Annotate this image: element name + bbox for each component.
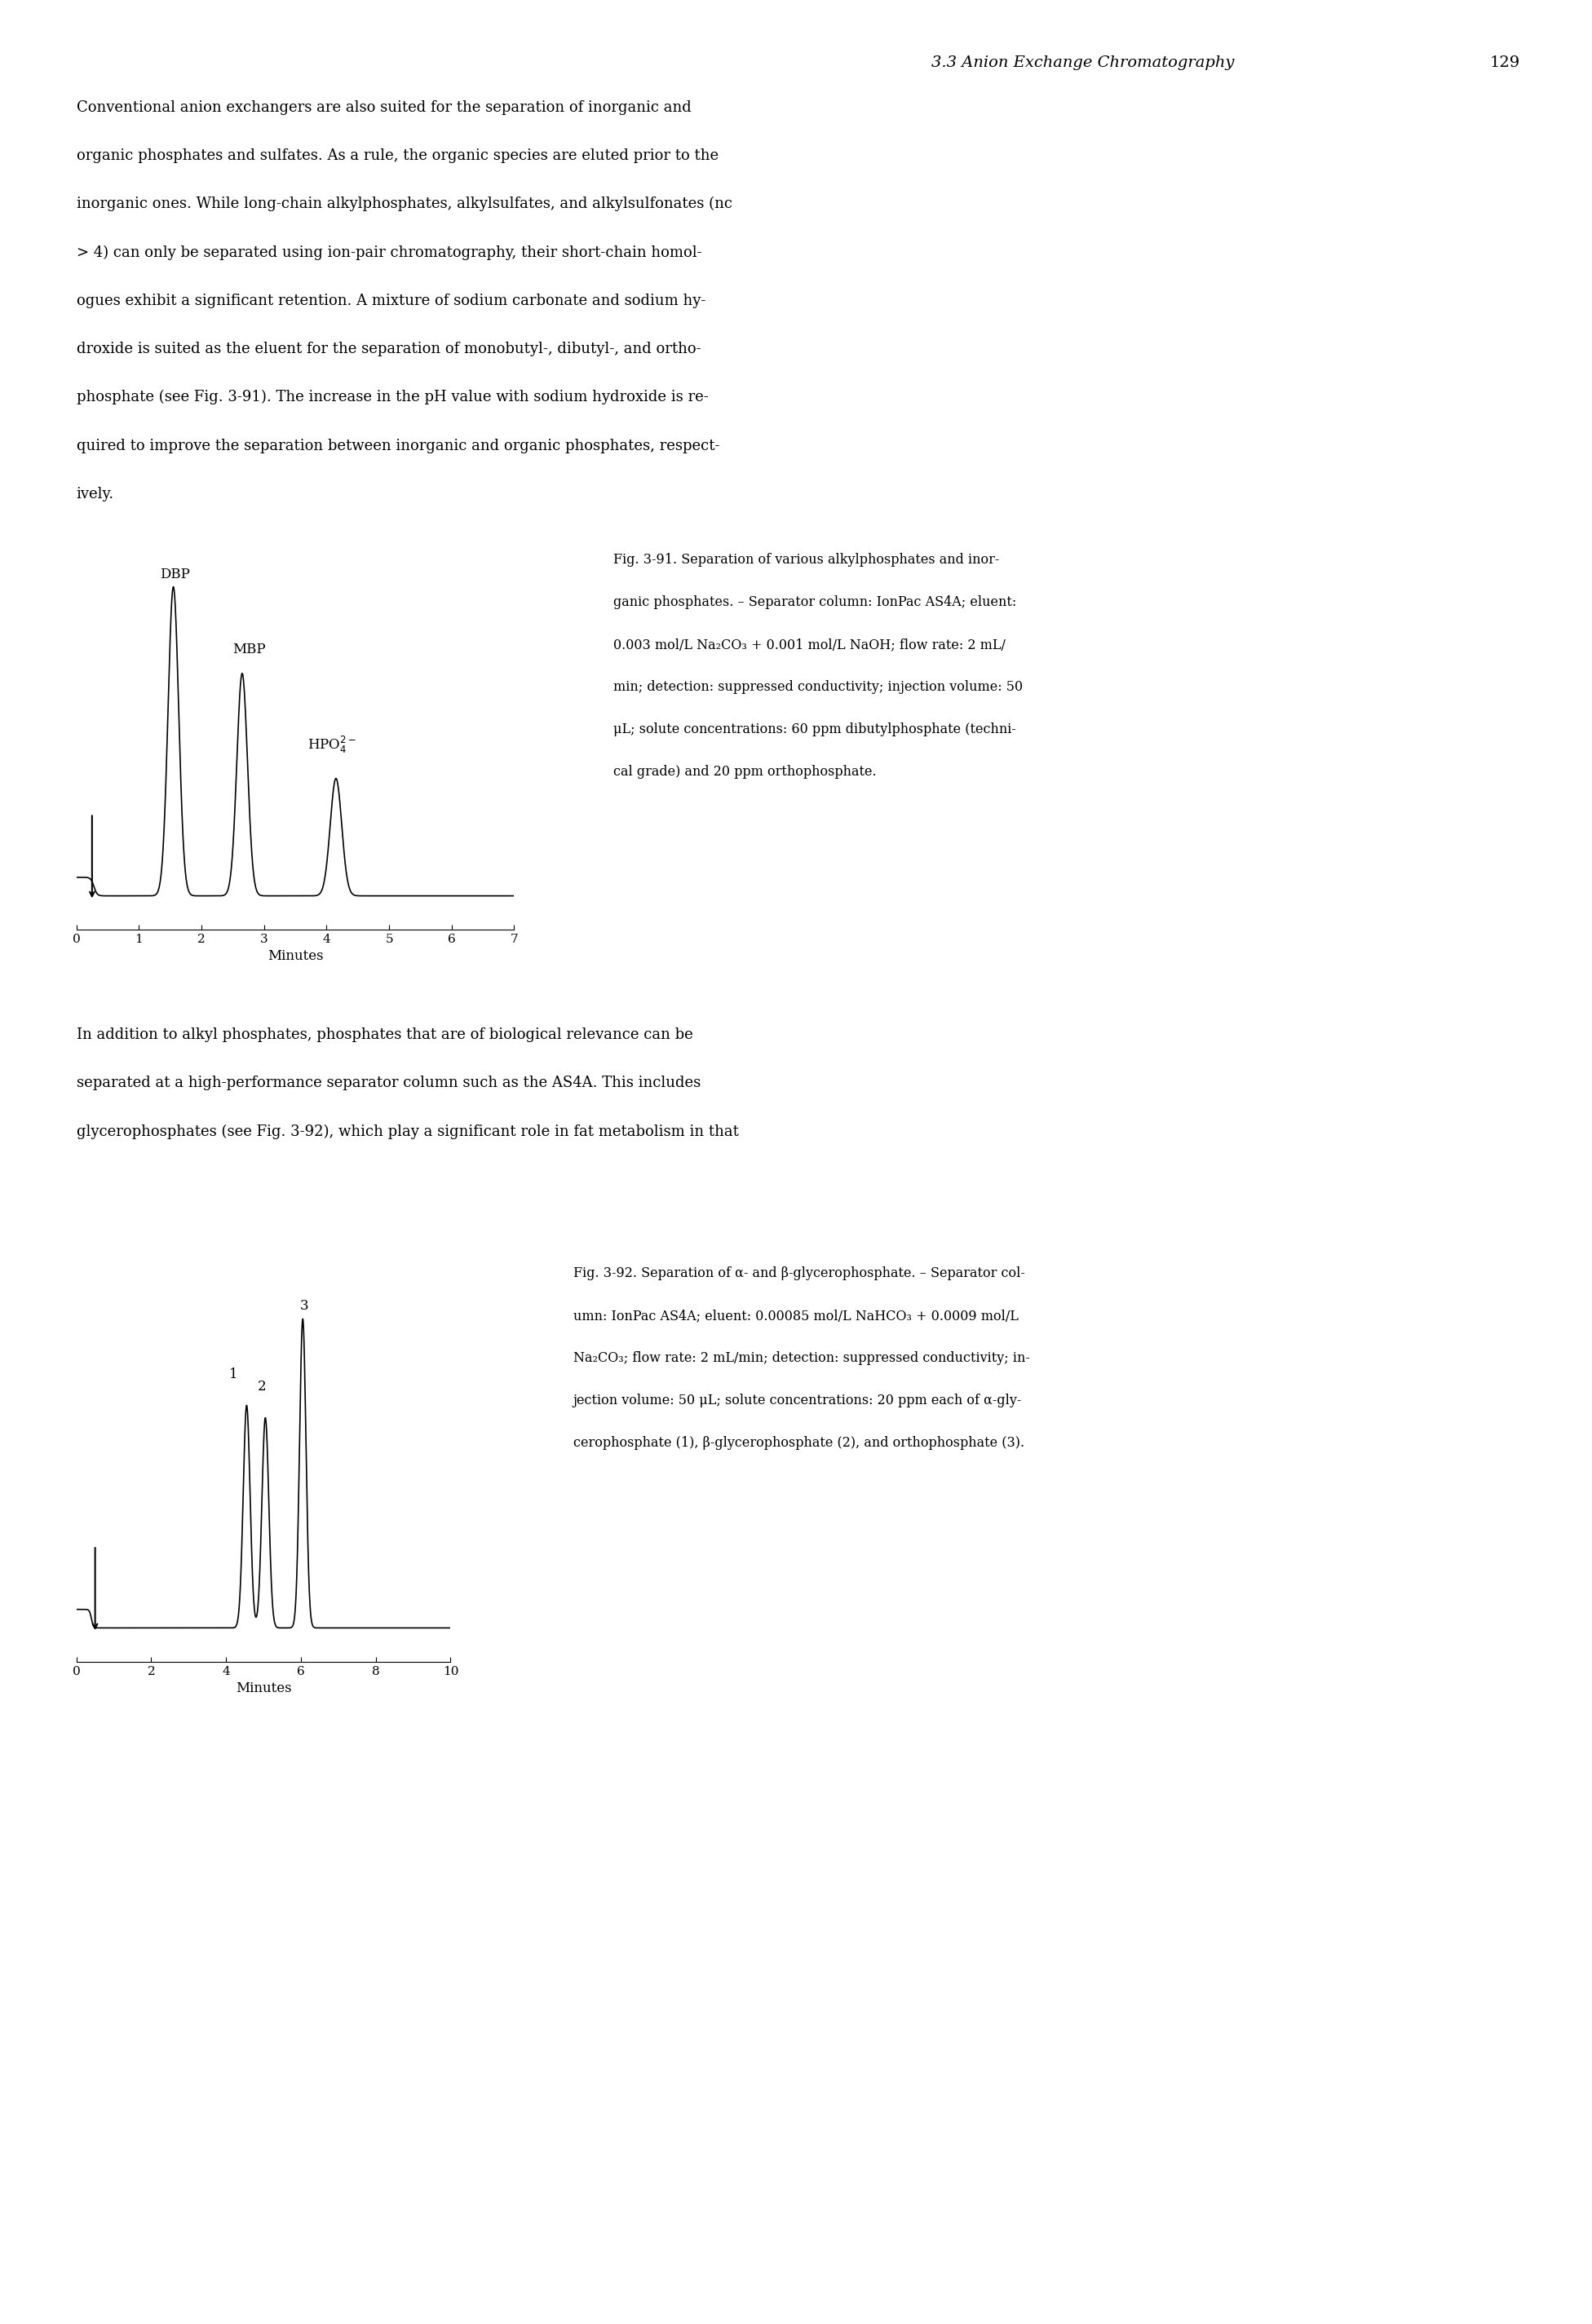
Text: cerophosphate (1), β-glycerophosphate (2), and orthophosphate (3).: cerophosphate (1), β-glycerophosphate (2… — [573, 1436, 1024, 1450]
Text: 129: 129 — [1490, 56, 1520, 70]
Text: Na₂CO₃; flow rate: 2 mL/min; detection: suppressed conductivity; in-: Na₂CO₃; flow rate: 2 mL/min; detection: … — [573, 1350, 1030, 1364]
Text: ively.: ively. — [76, 486, 115, 502]
Text: organic phosphates and sulfates. As a rule, the organic species are eluted prior: organic phosphates and sulfates. As a ru… — [76, 149, 718, 163]
Text: droxide is suited as the eluent for the separation of monobutyl-, dibutyl-, and : droxide is suited as the eluent for the … — [76, 342, 700, 356]
Text: MBP: MBP — [232, 644, 266, 658]
Text: ogues exhibit a significant retention. A mixture of sodium carbonate and sodium : ogues exhibit a significant retention. A… — [76, 293, 705, 309]
Text: quired to improve the separation between inorganic and organic phosphates, respe: quired to improve the separation between… — [76, 439, 720, 453]
Text: phosphate (see Fig. 3-91). The increase in the pH value with sodium hydroxide is: phosphate (see Fig. 3-91). The increase … — [76, 390, 708, 404]
X-axis label: Minutes: Minutes — [236, 1683, 291, 1697]
Text: 0.003 mol/L Na₂CO₃ + 0.001 mol/L NaOH; flow rate: 2 mL/: 0.003 mol/L Na₂CO₃ + 0.001 mol/L NaOH; f… — [613, 637, 1005, 651]
Text: 3.3 Anion Exchange Chromatography: 3.3 Anion Exchange Chromatography — [931, 56, 1234, 70]
X-axis label: Minutes: Minutes — [267, 951, 323, 964]
Text: μL; solute concentrations: 60 ppm dibutylphosphate (techni-: μL; solute concentrations: 60 ppm dibuty… — [613, 723, 1016, 737]
Text: Conventional anion exchangers are also suited for the separation of inorganic an: Conventional anion exchangers are also s… — [76, 100, 691, 114]
Text: > 4) can only be separated using ion-pair chromatography, their short-chain homo: > 4) can only be separated using ion-pai… — [76, 244, 702, 260]
Text: 3: 3 — [301, 1299, 309, 1313]
Text: inorganic ones. While long-chain alkylphosphates, alkylsulfates, and alkylsulfon: inorganic ones. While long-chain alkylph… — [76, 198, 732, 211]
Text: Fig. 3-91. Separation of various alkylphosphates and inor-: Fig. 3-91. Separation of various alkylph… — [613, 553, 1000, 567]
Text: HPO$_4^{2-}$: HPO$_4^{2-}$ — [307, 734, 357, 755]
Text: umn: IonPac AS4A; eluent: 0.00085 mol/L NaHCO₃ + 0.0009 mol/L: umn: IonPac AS4A; eluent: 0.00085 mol/L … — [573, 1308, 1019, 1322]
Text: Fig. 3-92. Separation of α- and β-glycerophosphate. – Separator col-: Fig. 3-92. Separation of α- and β-glycer… — [573, 1267, 1025, 1281]
Text: DBP: DBP — [159, 567, 189, 581]
Text: jection volume: 50 μL; solute concentrations: 20 ppm each of α-gly-: jection volume: 50 μL; solute concentrat… — [573, 1394, 1022, 1408]
Text: glycerophosphates (see Fig. 3-92), which play a significant role in fat metaboli: glycerophosphates (see Fig. 3-92), which… — [76, 1125, 739, 1139]
Text: cal grade) and 20 ppm orthophosphate.: cal grade) and 20 ppm orthophosphate. — [613, 765, 876, 779]
Text: 1: 1 — [229, 1367, 237, 1380]
Text: 2: 2 — [258, 1380, 266, 1394]
Text: min; detection: suppressed conductivity; injection volume: 50: min; detection: suppressed conductivity;… — [613, 681, 1022, 695]
Text: In addition to alkyl phosphates, phosphates that are of biological relevance can: In addition to alkyl phosphates, phospha… — [76, 1027, 693, 1041]
Text: separated at a high-performance separator column such as the AS4A. This includes: separated at a high-performance separato… — [76, 1076, 700, 1090]
Text: ganic phosphates. – Separator column: IonPac AS4A; eluent:: ganic phosphates. – Separator column: Io… — [613, 595, 1016, 609]
